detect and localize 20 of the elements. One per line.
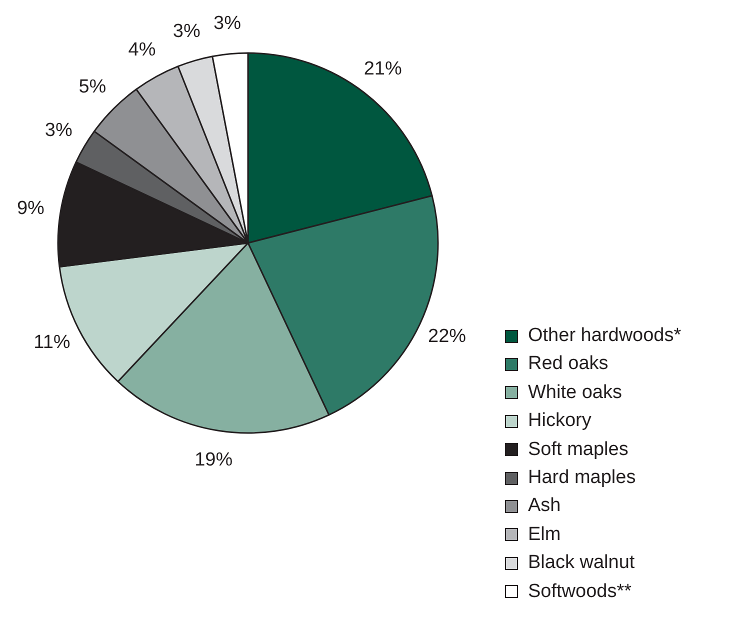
legend-label: Elm — [528, 522, 561, 547]
data-label: 19% — [194, 450, 233, 471]
legend-label: Soft maples — [528, 438, 628, 462]
data-label: 3% — [172, 20, 200, 42]
data-label: 3% — [214, 13, 242, 34]
data-label: 11% — [34, 332, 70, 354]
legend-label: Hard maples — [528, 466, 636, 490]
data-label: 5% — [78, 76, 106, 98]
legend-label: Black walnut — [528, 551, 635, 576]
data-label: 21% — [364, 58, 402, 80]
data-label: 3% — [44, 120, 72, 142]
data-label: 22% — [428, 326, 466, 347]
legend-label: Hickory — [528, 409, 592, 434]
data-label: 4% — [128, 39, 156, 60]
data-label: 9% — [16, 198, 45, 219]
legend-label: White oaks — [528, 380, 622, 405]
legend-label: Ash — [528, 494, 561, 518]
legend-label: Red oaks — [528, 352, 608, 376]
legend-label: Softwoods** — [528, 580, 632, 604]
legend-label: Other hardwoods* — [528, 324, 682, 348]
